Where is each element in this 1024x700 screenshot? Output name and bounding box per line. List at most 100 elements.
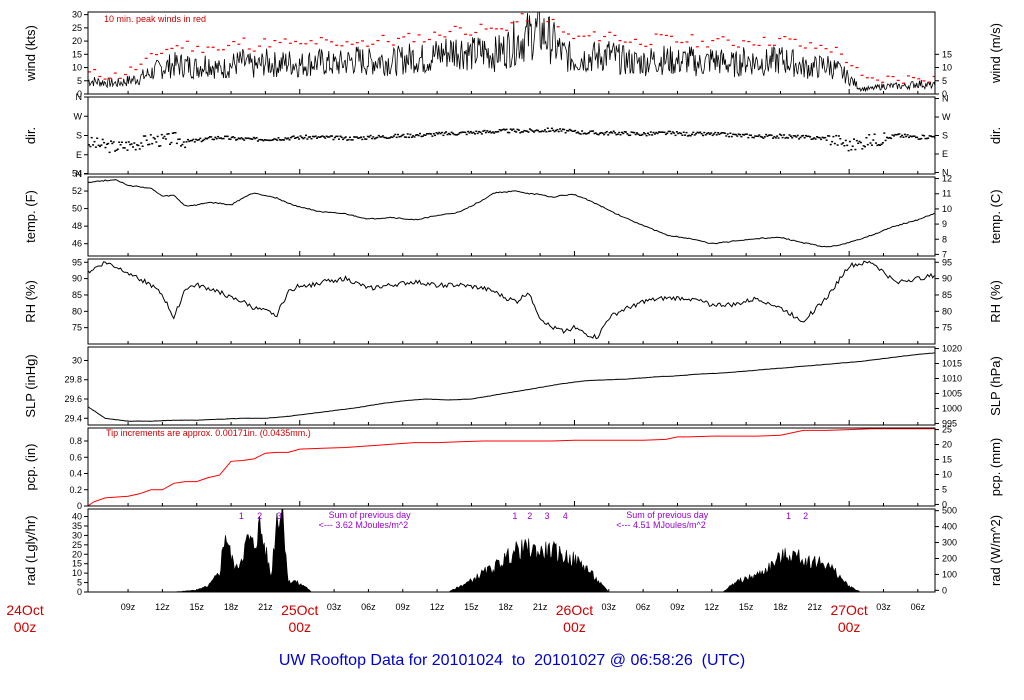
peak-wind-mark [206,46,210,48]
direction-mark [734,133,737,136]
direction-mark [833,142,836,145]
right-tick-label-rh: 80 [942,306,952,316]
direction-mark [827,135,829,137]
left-tick-label-dir: N [76,169,83,179]
x-tick-label: 15z [189,602,204,612]
peak-wind-mark [124,73,128,76]
direction-mark [511,129,513,131]
x-tick-label: 09z [670,602,685,612]
direction-mark [776,135,779,137]
peak-wind-mark [232,41,236,43]
direction-mark [674,134,677,137]
x-date-sub-label: 00z [838,619,861,635]
direction-mark [225,135,228,138]
peak-wind-mark [561,31,565,33]
peak-wind-mark [907,75,910,77]
direction-mark [324,137,327,139]
direction-mark [226,135,229,138]
direction-mark [401,134,404,137]
peak-wind-mark [742,40,746,42]
direction-mark [813,137,816,139]
direction-mark [164,138,167,140]
right-tick-label-slp: 1020 [942,344,962,354]
x-tick-label: 12z [155,602,170,612]
direction-mark [107,142,110,145]
direction-mark [414,134,417,136]
direction-mark [173,132,176,134]
right-tick-label-rad: 0 [942,585,947,595]
peak-wind-mark [855,67,859,69]
direction-mark [825,139,828,141]
direction-mark [866,143,869,146]
footer-prefix: UW Rooftop Data for [278,652,428,669]
direction-mark [318,136,321,138]
peak-wind-mark [644,45,648,47]
direction-mark [180,145,182,147]
direction-mark [428,132,431,135]
direction-mark [295,137,298,139]
direction-mark [213,138,215,141]
direction-mark [807,135,810,137]
direction-mark [728,135,731,138]
direction-mark [542,130,545,133]
direction-mark [504,129,507,131]
direction-mark [342,138,345,141]
direction-mark [236,138,239,141]
direction-mark [689,135,692,137]
direction-mark [873,133,876,135]
peak-wind-mark [103,78,107,80]
peak-wind-mark [252,50,256,52]
peak-wind-mark [700,40,704,42]
direction-mark [333,136,336,139]
direction-mark [246,137,248,140]
direction-mark [564,132,567,134]
x-axis: 09z 12z 15z 18z 21z 03z 06z 09z 12z 15z 18z 21z 03z 0… [6,602,925,635]
x-tick-label: 18z [224,602,239,612]
right-axis-label-rad: rad (W/m^2) [988,515,1003,586]
direction-mark [519,132,522,134]
right-tick-label-pcp: 25 [942,425,952,435]
direction-mark [631,131,634,134]
peak-wind-mark [773,44,776,46]
peak-wind-mark [309,40,313,42]
peak-wind-mark [180,47,184,49]
direction-mark [839,138,842,140]
direction-mark [152,136,155,139]
right-tick-label-rh: 90 [942,274,952,284]
radiation-marker: 3 [544,511,549,521]
direction-mark [802,134,805,137]
direction-mark [276,139,279,141]
peak-wind-mark [118,77,122,79]
peak-wind-mark [129,66,133,68]
direction-mark [739,133,741,136]
peak-wind-mark [551,18,555,21]
direction-mark [210,136,213,138]
direction-mark [456,134,459,136]
direction-mark [278,139,281,141]
direction-mark [831,140,834,143]
peak-wind-mark [803,47,807,49]
direction-mark [552,129,555,132]
direction-mark [730,135,733,138]
direction-mark [464,131,467,134]
direction-mark [104,146,107,149]
peak-wind-mark [371,43,375,45]
direction-mark [703,131,706,134]
direction-mark [608,132,611,134]
left-tick-label-rad: 40 [72,512,82,522]
direction-mark [590,130,593,132]
direction-mark [784,137,787,139]
peak-wind-mark [201,51,205,53]
panel-plot-temp [88,179,935,248]
direction-mark [855,139,858,142]
direction-mark [744,133,747,135]
x-date-label: 27Oct [830,602,867,618]
direction-mark [691,133,693,136]
peak-wind-mark [628,41,632,43]
direction-mark [627,134,630,137]
panel-slp: 29.4 29.6 29.8 30 995 1000 1005 1010 1015 1020 SLP… [23,344,1003,429]
direction-mark [306,138,309,140]
direction-mark [697,132,700,134]
direction-mark [321,135,324,137]
direction-mark [528,128,531,130]
